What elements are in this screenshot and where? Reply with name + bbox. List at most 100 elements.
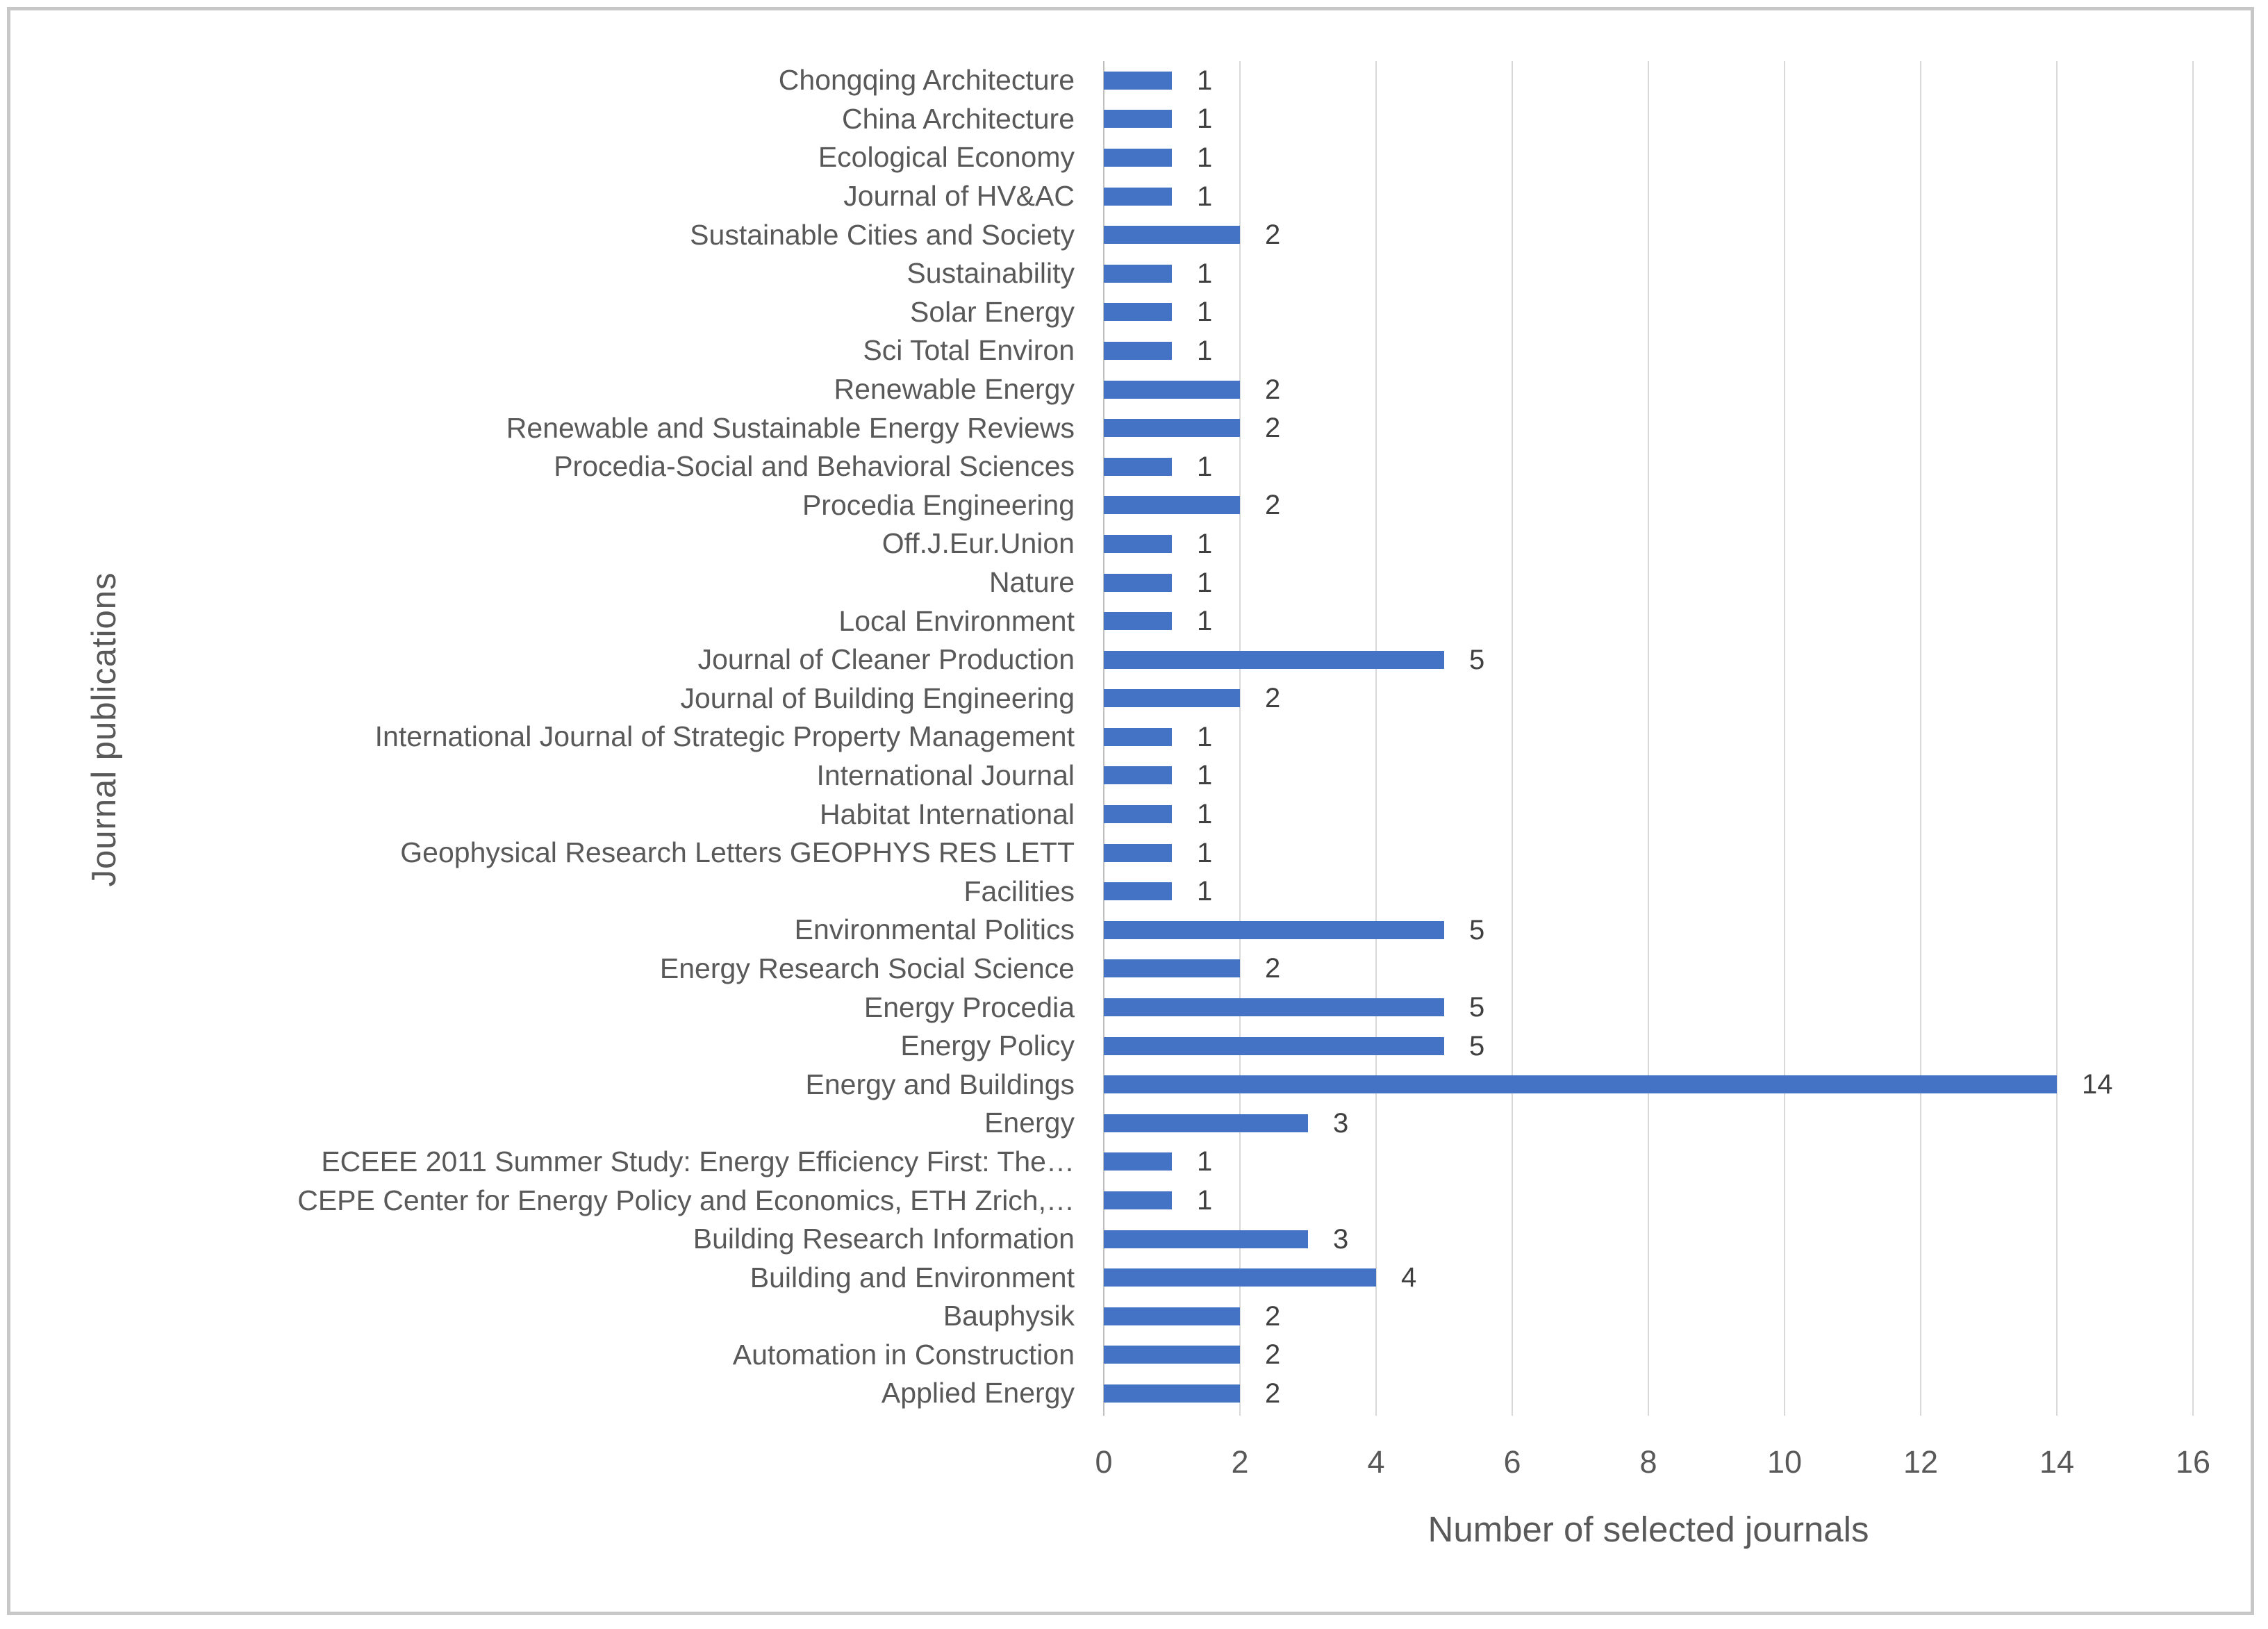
bar-row: Procedia-Social and Behavioral Sciences 1 [138, 447, 2193, 486]
value-label: 1 [1197, 528, 1213, 559]
bar [1104, 534, 1172, 553]
bar-track: 1 [1104, 254, 2193, 293]
value-label: 2 [1265, 490, 1281, 521]
bar-track: 1 [1104, 563, 2193, 602]
bar-track: 2 [1104, 486, 2193, 525]
bar-track: 1 [1104, 524, 2193, 563]
bar-track: 1 [1104, 61, 2193, 100]
category-label: CEPE Center for Energy Policy and Econom… [297, 1184, 1075, 1216]
bar-row: Renewable and Sustainable Energy Reviews… [138, 408, 2193, 447]
value-label: 2 [1265, 1300, 1281, 1332]
value-label: 1 [1197, 567, 1213, 598]
bar-row: Local Environment 1 [138, 602, 2193, 640]
bar-row: International Journal of Strategic Prope… [138, 718, 2193, 756]
bar [1104, 71, 1172, 90]
bar [1104, 573, 1172, 592]
value-label: 14 [2082, 1069, 2113, 1100]
bar-row: Sustainability 1 [138, 254, 2193, 293]
bar [1104, 1036, 1444, 1055]
bar-row: Renewable Energy 2 [138, 370, 2193, 409]
bar-row: CEPE Center for Energy Policy and Econom… [138, 1181, 2193, 1220]
bar-row: Habitat International 1 [138, 795, 2193, 834]
value-label: 2 [1265, 683, 1281, 714]
category-label: Habitat International [820, 797, 1075, 830]
category-label: Sustainability [907, 257, 1075, 290]
bar-row: Bauphysik 2 [138, 1297, 2193, 1336]
category-label: Geophysical Research Letters GEOPHYS RES… [400, 836, 1075, 869]
bar-track: 5 [1104, 988, 2193, 1027]
bar [1104, 1346, 1240, 1364]
category-label: Energy Research Social Science [659, 952, 1075, 984]
category-label: International Journal of Strategic Prope… [374, 720, 1075, 753]
bar-row: Energy 3 [138, 1104, 2193, 1143]
category-label: Solar Energy [909, 295, 1075, 328]
value-label: 1 [1197, 104, 1213, 135]
category-label: Journal of Cleaner Production [697, 643, 1075, 676]
bar [1104, 1114, 1308, 1132]
value-label: 1 [1197, 606, 1213, 637]
x-axis-ticks: 0 2 4 6 8 10 12 14 16 [1095, 1444, 2210, 1488]
category-label: Energy and Buildings [805, 1068, 1075, 1100]
bar-row: Facilities 1 [138, 872, 2193, 911]
bar-row: Energy Policy 5 [138, 1027, 2193, 1066]
category-label: Local Environment [838, 604, 1075, 637]
bar-rows: Chongqing Architecture 1 China Architectur… [138, 61, 2193, 1413]
bar [1104, 148, 1172, 167]
value-label: 1 [1197, 258, 1213, 289]
bar-row: Off.J.Eur.Union 1 [138, 524, 2193, 563]
bar [1104, 1230, 1308, 1248]
x-tick-label: 16 [2175, 1444, 2211, 1480]
bar [1104, 1384, 1240, 1403]
value-label: 1 [1197, 799, 1213, 830]
bar-track: 2 [1104, 1297, 2193, 1336]
category-label: Sustainable Cities and Society [690, 218, 1075, 251]
value-label: 5 [1469, 1030, 1485, 1061]
bar-row: Journal of HV&AC 1 [138, 177, 2193, 216]
category-label: Off.J.Eur.Union [881, 527, 1075, 560]
category-label: Procedia-Social and Behavioral Sciences [554, 450, 1075, 483]
bar-track: 1 [1104, 602, 2193, 640]
bar-row: Nature 1 [138, 563, 2193, 602]
y-axis-title: Journal publications [85, 572, 123, 887]
value-label: 5 [1469, 644, 1485, 675]
bar-track: 5 [1104, 911, 2193, 950]
value-label: 1 [1197, 837, 1213, 868]
value-label: 1 [1197, 142, 1213, 173]
bar [1104, 920, 1444, 939]
value-label: 1 [1197, 876, 1213, 907]
bar-track: 3 [1104, 1220, 2193, 1259]
category-label: ECEEE 2011 Summer Study: Energy Efficien… [321, 1145, 1075, 1177]
category-label: Environmental Politics [794, 913, 1075, 946]
bar [1104, 496, 1240, 515]
x-tick-label: 12 [1903, 1444, 1939, 1480]
bar [1104, 1075, 2057, 1094]
bar-row: Applied Energy 2 [138, 1374, 2193, 1413]
bar-row: Journal of Building Engineering 2 [138, 679, 2193, 718]
bar-track: 14 [1104, 1065, 2193, 1104]
category-label: Facilities [963, 875, 1075, 907]
bar-track: 1 [1104, 293, 2193, 332]
category-label: Nature [988, 566, 1075, 599]
bar [1104, 110, 1172, 129]
bar [1104, 226, 1240, 245]
value-label: 1 [1197, 721, 1213, 752]
value-label: 1 [1197, 65, 1213, 96]
bar-track: 2 [1104, 370, 2193, 409]
category-label: Bauphysik [943, 1300, 1075, 1332]
bar-row: Geophysical Research Letters GEOPHYS RES… [138, 834, 2193, 873]
value-label: 1 [1197, 335, 1213, 366]
bar-track: 5 [1104, 640, 2193, 679]
bar-row: China Architecture 1 [138, 100, 2193, 139]
value-label: 5 [1469, 992, 1485, 1023]
value-label: 1 [1197, 1185, 1213, 1216]
bar-track: 1 [1104, 1143, 2193, 1182]
bar [1104, 1268, 1376, 1287]
bar [1104, 303, 1172, 322]
category-label: Renewable Energy [834, 373, 1075, 406]
category-label: Renewable and Sustainable Energy Reviews [506, 411, 1075, 444]
bar [1104, 419, 1240, 438]
category-label: Energy Procedia [863, 991, 1075, 1023]
bar-track: 1 [1104, 177, 2193, 216]
category-label: Applied Energy [881, 1377, 1075, 1409]
bar-row: Journal of Cleaner Production 5 [138, 640, 2193, 679]
